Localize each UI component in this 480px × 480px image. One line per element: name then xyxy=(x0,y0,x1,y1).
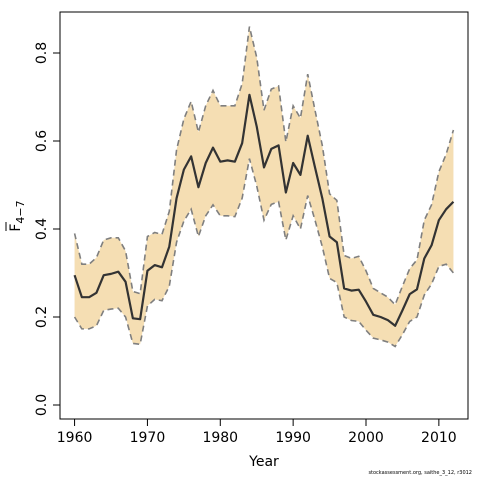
x-tick-label: 2010 xyxy=(421,430,457,446)
x-tick-label: 2000 xyxy=(348,430,384,446)
confidence-band-layer xyxy=(73,26,455,348)
source-footer: stockassessment.org, saithe_3_12, r3012 xyxy=(368,470,472,476)
lower-bound-line xyxy=(73,158,455,348)
y-tick-label: 0.8 xyxy=(34,42,50,64)
y-axis-title: F4−7 xyxy=(5,200,27,232)
y-tick-label: 0.0 xyxy=(34,394,50,416)
x-axis: 1960 1970 1980 1990 2000 2010 xyxy=(57,419,457,446)
x-tick-label: 1970 xyxy=(130,430,166,446)
svg-text:F4−7: F4−7 xyxy=(8,200,27,231)
x-tick-label: 1960 xyxy=(57,430,93,446)
y-axis-title-sub: 4−7 xyxy=(14,200,27,223)
x-tick-label: 1990 xyxy=(275,430,311,446)
y-axis: 0.0 0.2 0.4 0.6 0.8 xyxy=(34,42,60,416)
y-tick-label: 0.2 xyxy=(34,306,50,328)
y-axis-title-main: F xyxy=(8,224,24,232)
x-axis-title: Year xyxy=(248,454,279,470)
confidence-band xyxy=(74,26,454,347)
x-tick-label: 1980 xyxy=(202,430,238,446)
y-tick-label: 0.4 xyxy=(34,218,50,240)
plot-frame xyxy=(59,11,469,420)
estimate-line-layer xyxy=(73,93,455,327)
y-tick-label: 0.6 xyxy=(34,130,50,152)
upper-bound-line xyxy=(73,26,455,307)
estimate-line xyxy=(73,93,455,327)
